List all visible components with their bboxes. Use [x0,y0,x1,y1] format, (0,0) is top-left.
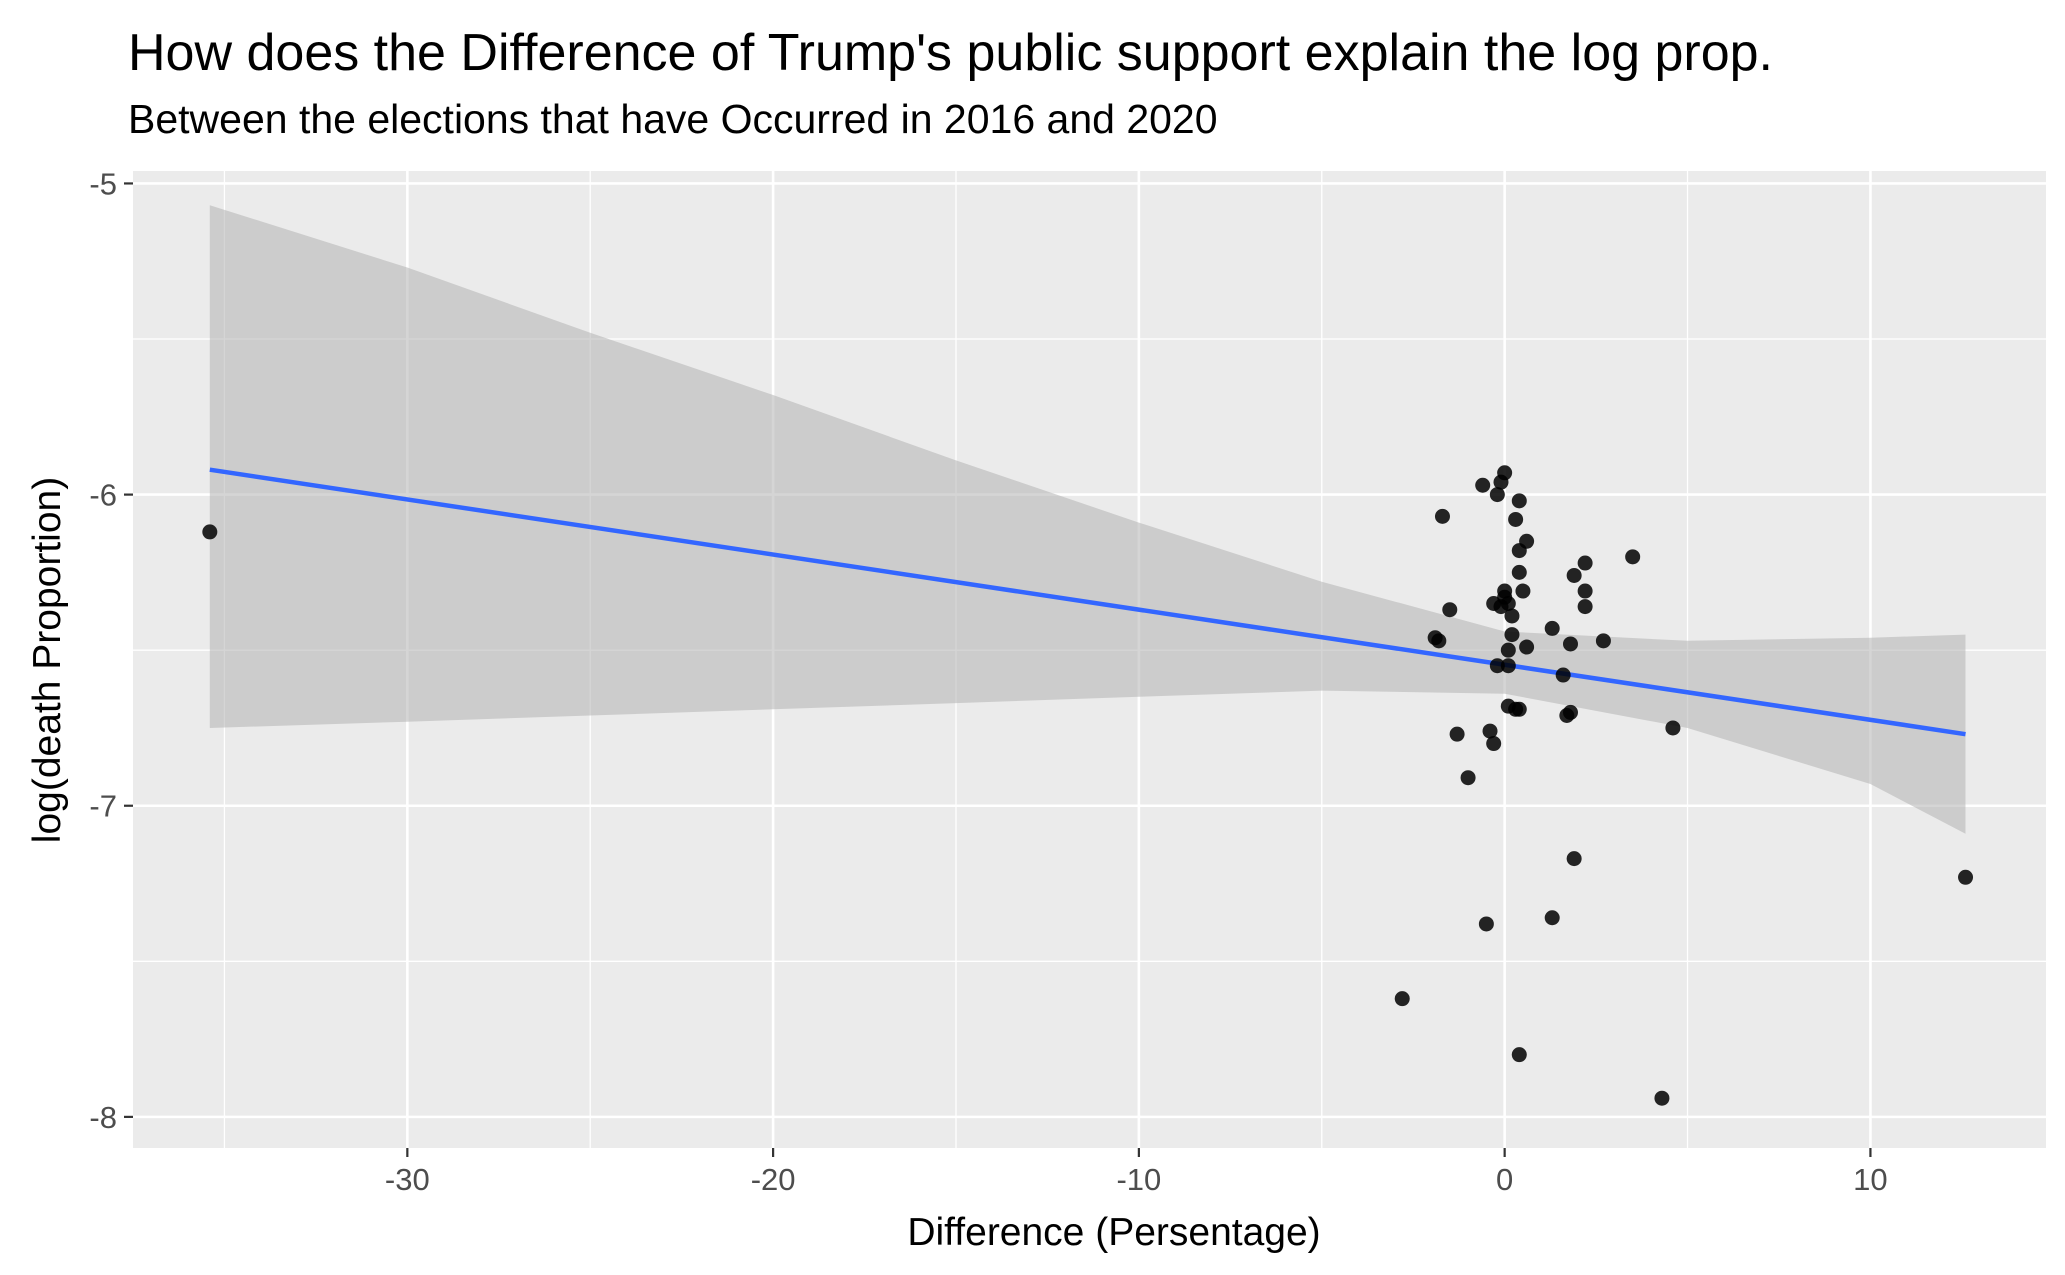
data-point [1500,642,1516,658]
data-point [1504,608,1520,624]
data-point [1486,736,1502,752]
regression-line [209,467,1966,737]
data-point [1519,639,1535,655]
data-point [1562,704,1578,720]
data-point [1475,477,1491,493]
data-point [1511,1047,1527,1063]
x-tick-label: 0 [1496,1162,1513,1197]
data-point [1460,770,1476,786]
confidence-band [209,205,1966,834]
data-point [1515,583,1531,599]
x-tick-label: -20 [751,1162,796,1197]
data-point [1519,533,1535,549]
data-point [1511,701,1527,717]
y-tick-label: -5 [89,166,117,201]
data-point [1566,567,1582,583]
x-tick-label: -30 [385,1162,430,1197]
y-tick-label: -8 [89,1100,117,1135]
data-point [1577,555,1593,571]
data-point [1500,658,1516,674]
data-point [1511,564,1527,580]
data-point [1482,723,1498,739]
data-point [1577,583,1593,599]
data-point [1562,636,1578,652]
data-points [202,465,1974,1106]
y-axis-title: log(death Proportion) [26,477,69,843]
data-point [1478,916,1494,932]
data-point [1654,1090,1670,1106]
data-point [1665,720,1681,736]
x-axis: -30 -20 -10 0 10 [385,1148,1888,1197]
data-point [1625,549,1641,565]
data-point [1566,851,1582,867]
data-point [1958,869,1974,885]
fit-line-layer [209,467,1966,737]
data-point [1577,599,1593,615]
data-point [1500,595,1516,611]
y-axis: -8 -7 -6 -5 [89,166,133,1135]
data-point [1489,487,1505,503]
data-point [1544,620,1560,636]
data-point [1394,991,1410,1007]
data-point [202,524,218,540]
x-tick-label: -10 [1116,1162,1161,1197]
data-point [1595,633,1611,649]
data-point [1489,658,1505,674]
chart-subtitle: Between the elections that have Occurred… [128,96,1218,142]
data-point [1508,511,1524,527]
data-point [1431,633,1447,649]
data-point [1511,493,1527,509]
data-point [1434,508,1450,524]
data-point [1504,627,1520,643]
chart-title: How does the Difference of Trump's publi… [128,24,1773,82]
data-point [1544,910,1560,926]
data-point [1442,602,1458,618]
y-tick-label: -6 [89,478,117,513]
y-tick-label: -7 [89,789,117,824]
x-axis-title: Difference (Persentage) [907,1211,1320,1254]
confidence-band-layer [209,205,1966,834]
data-point [1555,667,1571,683]
data-point [1497,465,1513,481]
x-tick-label: 10 [1853,1162,1887,1197]
data-point [1449,726,1465,742]
